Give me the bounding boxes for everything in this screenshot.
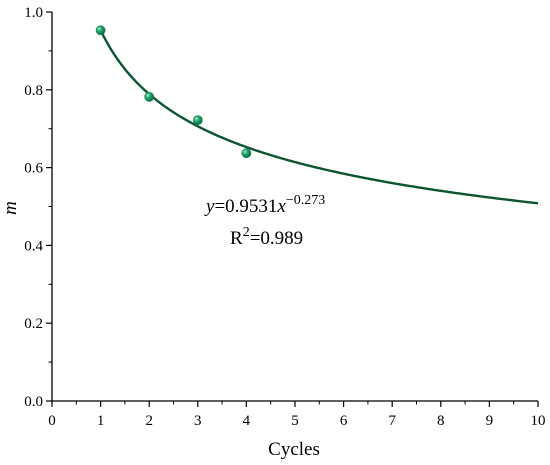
y-tick-label: 0.4 bbox=[24, 238, 43, 254]
fit-curve bbox=[99, 29, 539, 205]
y-tick-label: 0.2 bbox=[24, 316, 43, 332]
data-points bbox=[95, 25, 252, 159]
x-tick-label: 6 bbox=[340, 413, 348, 429]
y-tick-label: 1.0 bbox=[24, 5, 43, 21]
data-point bbox=[95, 25, 106, 36]
ticks: 0 1 2 3 4 5 6 7 8 9 10 0.0 0.2 0.4 0.6 0.8 1.0 bbox=[24, 5, 545, 429]
x-tick-label: 1 bbox=[97, 413, 105, 429]
x-tick-label: 5 bbox=[291, 413, 299, 429]
x-tick-label: 0 bbox=[48, 413, 56, 429]
y-tick-label: 0.0 bbox=[24, 394, 43, 410]
data-point bbox=[192, 115, 203, 126]
x-tick-label: 9 bbox=[486, 413, 494, 429]
r-squared-label: R2=0.989 bbox=[230, 225, 303, 249]
x-axis-label: Cycles bbox=[268, 439, 320, 460]
y-tick-label: 0.6 bbox=[24, 161, 43, 177]
fit-equation: y=0.9531x−0.273 bbox=[204, 193, 325, 217]
data-point bbox=[144, 91, 155, 102]
x-tick-label: 8 bbox=[437, 413, 445, 429]
y-axis-label: m bbox=[0, 201, 21, 215]
x-tick-label: 4 bbox=[243, 413, 251, 429]
x-tick-label: 7 bbox=[388, 413, 396, 429]
y-tick-label: 0.8 bbox=[24, 83, 43, 99]
x-tick-label: 2 bbox=[145, 413, 153, 429]
data-point bbox=[241, 148, 252, 159]
x-tick-label: 3 bbox=[194, 413, 202, 429]
x-tick-label: 10 bbox=[531, 413, 546, 429]
